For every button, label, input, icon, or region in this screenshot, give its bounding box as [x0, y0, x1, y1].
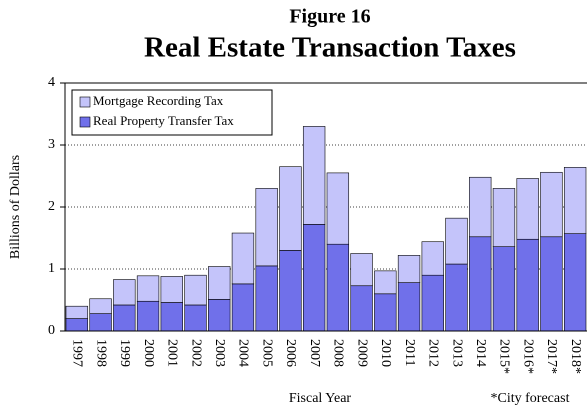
bar-segment — [563, 233, 587, 332]
bar-segment — [469, 176, 492, 238]
y-tick-label: 3 — [48, 137, 55, 152]
bar-segment — [516, 238, 539, 332]
bar-segment — [326, 243, 350, 332]
bar-segment — [231, 283, 255, 332]
bar-segment — [326, 172, 350, 245]
legend-swatch — [79, 116, 91, 128]
bar-segment — [492, 188, 516, 247]
legend-label: Mortgage Recording Tax — [93, 93, 224, 108]
bar-segment — [231, 232, 255, 285]
bar-segment — [255, 188, 278, 267]
bar-segment — [563, 167, 587, 234]
bar-segment — [279, 250, 302, 332]
x-tick-label: 2005 — [259, 339, 274, 367]
x-tick-label: 2014 — [473, 339, 488, 367]
x-tick-label: 2000 — [141, 339, 156, 367]
bar-segment — [184, 274, 207, 306]
x-tick-label: 2018* — [568, 339, 583, 374]
bar-segment — [445, 217, 468, 265]
bar-segment — [302, 126, 326, 225]
bar-segment — [445, 263, 468, 332]
bar-segment — [65, 318, 89, 332]
x-tick-label: 2012 — [426, 339, 441, 367]
x-tick-label: 2008 — [331, 339, 346, 367]
bar-segment — [89, 313, 112, 332]
bar-segment — [374, 270, 397, 295]
x-tick-label: 2004 — [236, 339, 251, 367]
chart-subtitle: Real Estate Transaction Taxes — [144, 32, 516, 64]
bar-segment — [113, 279, 136, 306]
legend-swatch — [79, 96, 91, 108]
bar-segment — [350, 253, 373, 287]
x-tick-label: 2007 — [307, 339, 322, 367]
bar-segment — [350, 285, 373, 332]
x-tick-label: 2001 — [165, 339, 180, 367]
legend-label: Real Property Transfer Tax — [93, 113, 234, 128]
x-tick-label: 2013 — [449, 339, 464, 367]
x-tick-label: 2003 — [212, 339, 227, 367]
bar-segment — [397, 282, 421, 332]
x-tick-label: 2011 — [402, 339, 417, 366]
bar-segment — [516, 178, 539, 240]
bar-segment — [136, 275, 160, 302]
x-tick-label: 2016* — [520, 339, 535, 374]
y-tick-label: 0 — [48, 323, 55, 338]
x-tick-label: 1997 — [70, 339, 85, 367]
bar-segment — [492, 246, 516, 332]
bar-segment — [540, 171, 563, 238]
x-tick-label: 2010 — [378, 339, 393, 367]
bar-segment — [374, 293, 397, 332]
x-tick-label: 2002 — [188, 339, 203, 367]
bar-segment — [397, 255, 421, 283]
bar-segment — [184, 304, 207, 332]
bar-segment — [421, 274, 444, 332]
y-tick-label: 2 — [48, 199, 55, 214]
x-tick-label: 1998 — [93, 339, 108, 367]
legend: Mortgage Recording Tax Real Property Tran… — [71, 89, 273, 136]
bar-segment — [208, 266, 231, 300]
bar-segment — [160, 302, 183, 332]
bar-segment — [89, 298, 112, 314]
bar-segment — [136, 300, 160, 332]
bar-segment — [540, 236, 563, 332]
x-axis-label: Fiscal Year — [289, 391, 352, 406]
y-axis-label: Billions of Dollars — [8, 155, 23, 259]
x-tick-label: 2006 — [283, 339, 298, 367]
y-tick-label: 4 — [48, 75, 55, 90]
bar-segment — [255, 265, 278, 332]
chart-title: Figure 16 — [289, 6, 370, 28]
x-tick-label: 2017* — [544, 339, 559, 374]
bar-segment — [65, 305, 89, 319]
legend-box — [71, 89, 273, 136]
bar-segment — [279, 166, 302, 251]
x-tick-label: 2015* — [497, 339, 512, 374]
bar-segment — [160, 276, 183, 303]
bar-segment — [302, 224, 326, 332]
bar-segment — [421, 241, 444, 276]
annotation: *City forecast — [491, 391, 570, 406]
y-tick-label: 1 — [48, 261, 55, 276]
x-tick-label: 1999 — [117, 339, 132, 367]
bar-segment — [469, 236, 492, 332]
bar-segment — [113, 304, 136, 332]
x-tick-label: 2009 — [354, 339, 369, 367]
bar-segment — [208, 299, 231, 332]
plot-frame — [64, 82, 587, 332]
